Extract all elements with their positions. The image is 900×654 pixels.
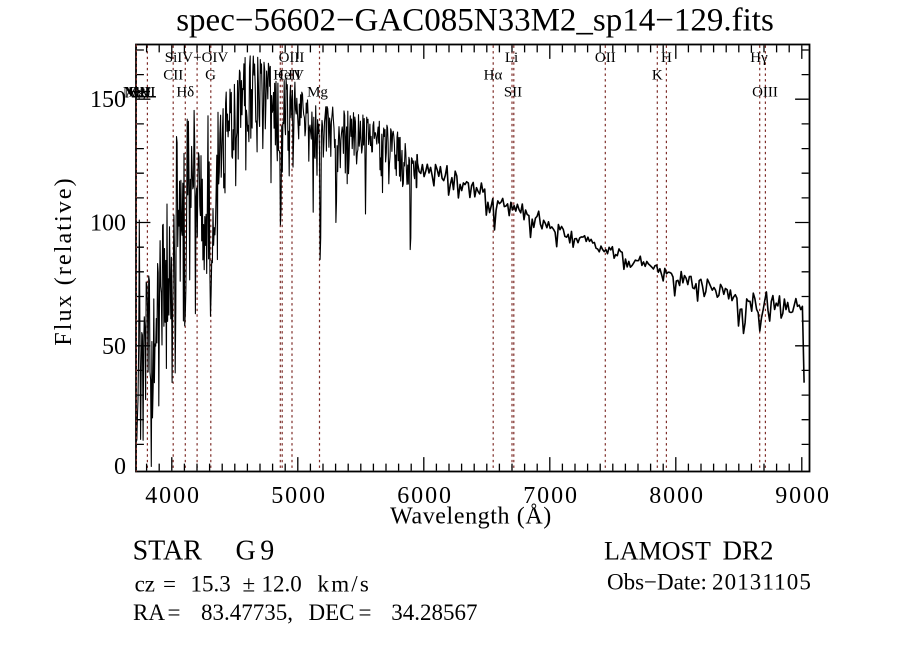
svg-text:7000: 7000 [523, 483, 579, 509]
svg-text:cz: cz [135, 572, 155, 597]
svg-text:5000: 5000 [271, 483, 327, 509]
svg-text:=: = [359, 600, 372, 625]
svg-text:Mg: Mg [307, 85, 328, 101]
svg-text:Obs−Date:: Obs−Date: [607, 570, 707, 595]
svg-text:DR2: DR2 [723, 536, 774, 566]
svg-text:8000: 8000 [649, 483, 705, 509]
svg-text:15.3: 15.3 [191, 572, 231, 597]
svg-text:150: 150 [90, 87, 126, 113]
svg-text:SII: SII [504, 85, 522, 101]
svg-text:CII: CII [163, 68, 183, 84]
svg-text:12.0: 12.0 [262, 572, 302, 597]
svg-text:Flux (relative): Flux (relative) [51, 176, 77, 345]
svg-text:H: H [661, 50, 672, 66]
svg-text:9000: 9000 [775, 483, 831, 509]
svg-text:Hα: Hα [484, 68, 503, 84]
svg-text:HeII: HeII [273, 68, 300, 84]
svg-text:STAR: STAR [133, 536, 203, 567]
svg-text:RA: RA [133, 600, 165, 625]
svg-text:Wavelength (Å): Wavelength (Å) [390, 504, 552, 530]
svg-text:SiIV+OIV: SiIV+OIV [165, 50, 229, 66]
svg-text:Hγ: Hγ [750, 50, 768, 66]
svg-text:0: 0 [114, 454, 126, 480]
svg-text:CIV: CIV [278, 68, 304, 84]
svg-text:34.28567: 34.28567 [391, 600, 477, 625]
svg-text:spec−56602−GAC085N33M2_sp14−12: spec−56602−GAC085N33M2_sp14−129.fits [176, 3, 774, 39]
svg-text:DEC: DEC [309, 600, 355, 625]
svg-text:6000: 6000 [397, 483, 453, 509]
svg-text:OIII: OIII [752, 85, 778, 101]
svg-text:20131105: 20131105 [712, 570, 812, 595]
svg-text:AlU: AlU [125, 86, 151, 102]
svg-text:Li: Li [505, 50, 518, 66]
svg-text:100: 100 [90, 211, 126, 237]
svg-text:50: 50 [102, 334, 126, 360]
svg-text:4000: 4000 [145, 483, 201, 509]
svg-text:=: = [168, 600, 181, 625]
svg-text:Hδ: Hδ [176, 85, 194, 101]
svg-text:km/s: km/s [318, 572, 372, 597]
svg-text:G9: G9 [236, 536, 279, 567]
svg-text:LAMOST: LAMOST [604, 537, 711, 566]
svg-text:K: K [652, 68, 663, 84]
svg-text:OIII: OIII [279, 50, 305, 66]
svg-text:G: G [205, 68, 216, 84]
svg-text:=: = [163, 572, 176, 597]
svg-text:83.47735,: 83.47735, [201, 600, 293, 625]
svg-text:OII: OII [595, 50, 616, 66]
svg-text:±: ± [243, 572, 256, 597]
